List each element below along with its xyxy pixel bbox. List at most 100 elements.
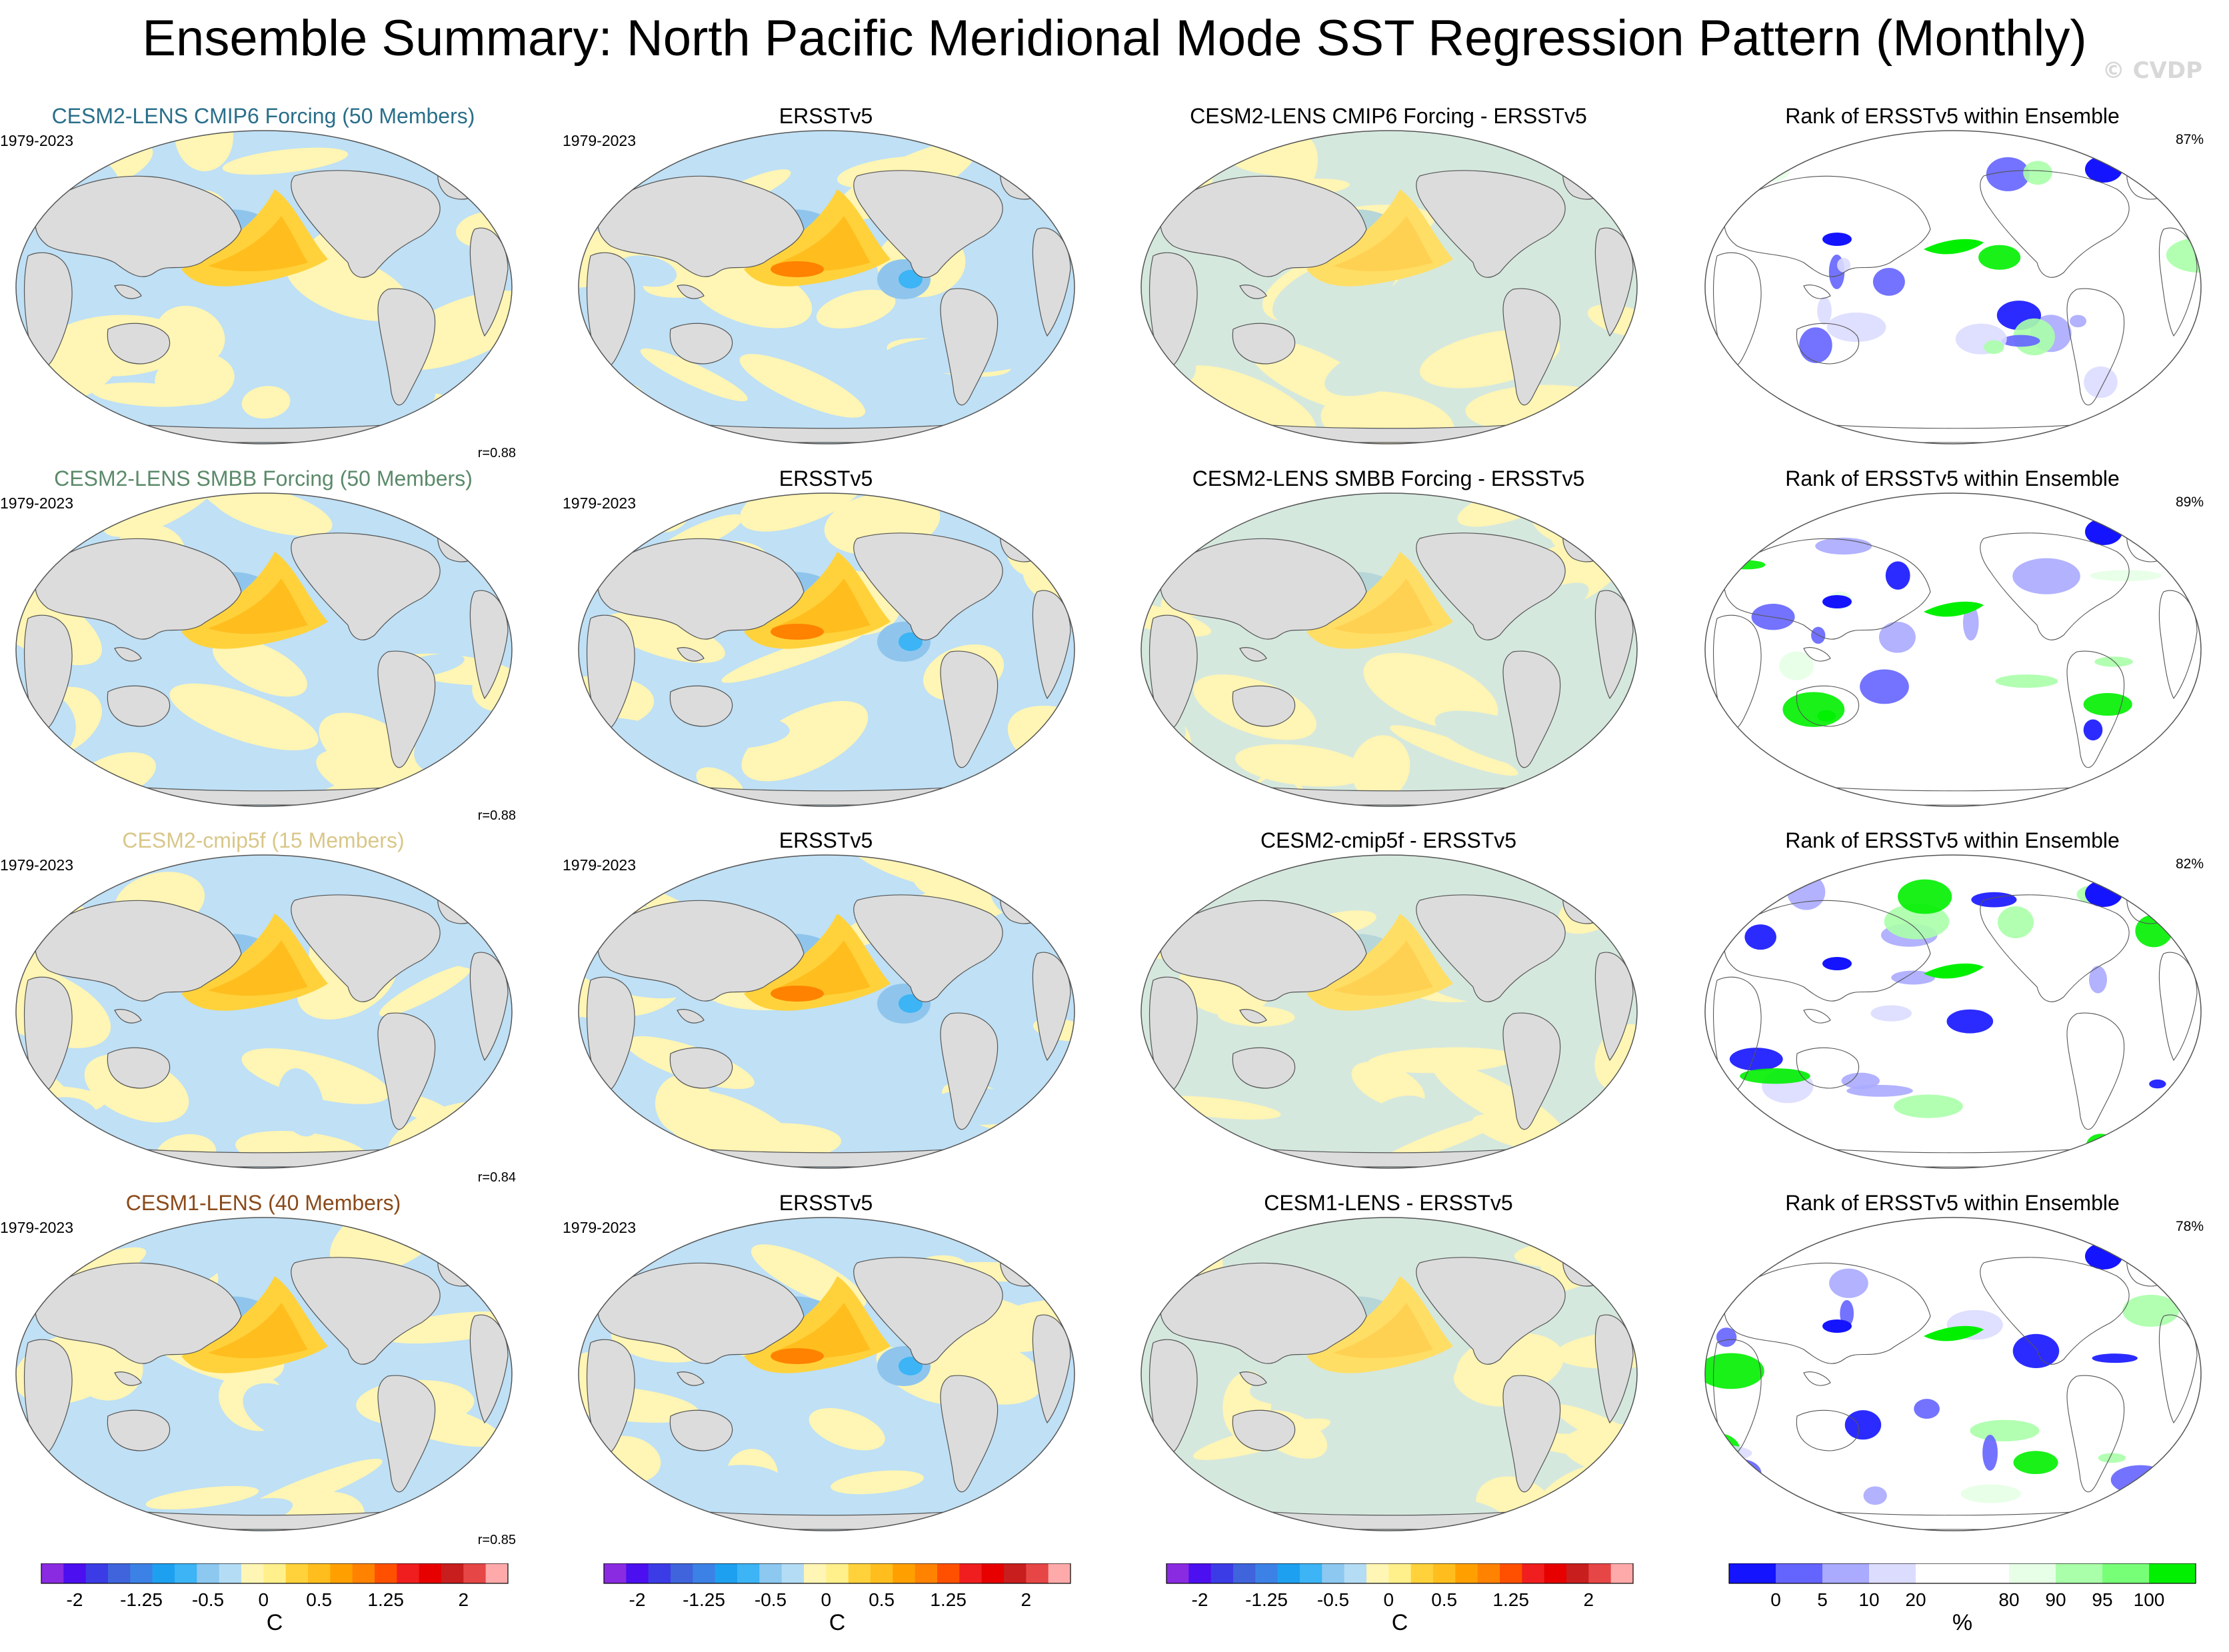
colorbar-swatch (781, 1563, 805, 1583)
colorbar-swatch (1962, 1563, 2010, 1583)
colorbar-tick-label: 80 (1998, 1589, 2019, 1610)
panel-r2-c4: Rank of ERSSTv5 within Ensemble 89% (1689, 466, 2216, 826)
colorbar-swatch (419, 1563, 442, 1583)
colorbar-swatch (1388, 1563, 1412, 1583)
panel-r4-c2: ERSSTv5 1979-2023 (563, 1191, 1089, 1551)
panel-r2-c2: ERSSTv5 1979-2023 (563, 466, 1089, 826)
difference-title: CESM1-LENS - ERSSTv5 (1264, 1191, 1513, 1215)
colorbar-swatch (1410, 1563, 1434, 1583)
colorbar-swatch (1729, 1563, 1776, 1583)
colorbar-swatch (219, 1563, 242, 1583)
rank-title: Rank of ERSSTv5 within Ensemble (1785, 828, 2120, 852)
colorbar-swatch (1188, 1563, 1212, 1583)
colorbar-swatch (759, 1563, 783, 1583)
colorbar-swatch (308, 1563, 331, 1583)
colorbar-sst-2: -2 -1.25 -0.5 0 0.5 1.25 2 C (597, 1563, 1077, 1643)
rank-percent: 89% (2175, 494, 2204, 510)
pattern-correlation: r=0.84 (477, 1170, 516, 1185)
sst-map (577, 1216, 1076, 1532)
panel-r3-c4: Rank of ERSSTv5 within Ensemble 82% (1689, 828, 2216, 1188)
difference-title: CESM2-LENS SMBB Forcing - ERSSTv5 (1192, 466, 1585, 490)
colorbar-swatch (1344, 1563, 1367, 1583)
figure-title: Ensemble Summary: North Pacific Meridion… (142, 10, 2087, 67)
colorbar-tick-label: 20 (1905, 1589, 1926, 1610)
colorbar-swatch (2056, 1563, 2103, 1583)
period-label: 1979-2023 (563, 856, 636, 874)
panel-r4-c3: CESM1-LENS - ERSSTv5 (1125, 1191, 1652, 1551)
colorbar-unit: % (1952, 1610, 1972, 1635)
colorbar-swatch (108, 1563, 131, 1583)
colorbar-tick-label: 10 (1858, 1589, 1879, 1610)
colorbar-tick-label: -0.5 (1317, 1589, 1349, 1610)
colorbar-swatch (1210, 1563, 1234, 1583)
period-label: 1979-2023 (563, 494, 636, 512)
sst-map (577, 854, 1076, 1170)
colorbar-swatch (915, 1563, 938, 1583)
colorbar-tick-label: 0 (259, 1589, 269, 1610)
colorbar-swatch (848, 1563, 871, 1583)
colorbar-unit: C (267, 1610, 283, 1635)
panel-r3-c3: CESM2-cmip5f - ERSSTv5 (1125, 828, 1652, 1188)
panel-r2-c1: CESM2-LENS SMBB Forcing (50 Members) 1979… (0, 466, 527, 826)
colorbar-swatch (1869, 1563, 1916, 1583)
sst-map (1140, 129, 1638, 445)
colorbar-sst-1: -2 -1.25 -0.5 0 0.5 1.25 2 C (35, 1563, 515, 1643)
colorbar-swatch (463, 1563, 487, 1583)
colorbar-swatch (175, 1563, 197, 1583)
colorbar-swatch (1277, 1563, 1300, 1583)
colorbar-tick-label: 95 (2092, 1589, 2112, 1610)
sst-map (1140, 492, 1638, 808)
panel-r4-c1: CESM1-LENS (40 Members) 1979-2023 r=0.85 (0, 1191, 527, 1551)
colorbar-swatch (671, 1563, 693, 1583)
colorbar-swatch (1500, 1563, 1522, 1583)
colorbar-sst-3: -2 -1.25 -0.5 0 0.5 1.25 2 C (1160, 1563, 1640, 1643)
colorbar-unit: C (1392, 1610, 1408, 1635)
rank-title: Rank of ERSSTv5 within Ensemble (1785, 104, 2120, 128)
model-title: CESM2-cmip5f (15 Members) (122, 828, 405, 852)
sst-map (15, 492, 513, 808)
colorbar-tick-label: 100 (2134, 1589, 2165, 1610)
colorbar-swatch (1822, 1563, 1870, 1583)
pattern-correlation: r=0.88 (477, 446, 516, 460)
period-label: 1979-2023 (563, 132, 636, 149)
colorbar-tick-label: 0 (821, 1589, 832, 1610)
colorbar-tick-label: 0 (1384, 1589, 1394, 1610)
obs-title: ERSSTv5 (779, 104, 873, 128)
colorbar-tick-label: 2 (1021, 1589, 1032, 1610)
colorbar-swatch (263, 1563, 287, 1583)
obs-title: ERSSTv5 (779, 828, 873, 852)
sst-map (1140, 854, 1638, 1170)
colorbar-swatch (1566, 1563, 1589, 1583)
colorbar-swatch (1916, 1563, 1963, 1583)
colorbar-swatch (1544, 1563, 1567, 1583)
colorbar-tick-label: -1.25 (120, 1589, 163, 1610)
period-label: 1979-2023 (0, 132, 73, 149)
colorbar-swatch (63, 1563, 87, 1583)
panel-r1-c4: Rank of ERSSTv5 within Ensemble 87% (1689, 104, 2216, 464)
period-label: 1979-2023 (0, 1219, 73, 1236)
colorbar-tick-label: 5 (1817, 1589, 1828, 1610)
colorbar-swatch (152, 1563, 175, 1583)
colorbar-swatch (375, 1563, 397, 1583)
colorbar-swatch (41, 1563, 64, 1583)
colorbar-swatch (981, 1563, 1005, 1583)
colorbar-unit: C (829, 1610, 846, 1635)
colorbar-swatch (871, 1563, 893, 1583)
rank-percent: 82% (2175, 856, 2204, 872)
colorbar-tick-label: 0.5 (306, 1589, 332, 1610)
colorbar-swatch (1322, 1563, 1345, 1583)
colorbar-tick-label: 1.25 (367, 1589, 404, 1610)
colorbar-swatch (2149, 1563, 2196, 1583)
rank-percent: 78% (2175, 1219, 2204, 1234)
colorbar-tick-label: 0 (1770, 1589, 1781, 1610)
colorbar-tick-label: -2 (1192, 1589, 1208, 1610)
rank-title: Rank of ERSSTv5 within Ensemble (1785, 466, 2120, 490)
colorbar-swatch (130, 1563, 153, 1583)
colorbar-swatch (937, 1563, 960, 1583)
colorbar-swatch (1233, 1563, 1256, 1583)
colorbar-tick-label: 90 (2045, 1589, 2066, 1610)
colorbar-swatch (804, 1563, 827, 1583)
colorbar-tick-label: 2 (1584, 1589, 1594, 1610)
panel-r2-c3: CESM2-LENS SMBB Forcing - ERSSTv5 (1125, 466, 1652, 826)
colorbar-swatch (85, 1563, 109, 1583)
